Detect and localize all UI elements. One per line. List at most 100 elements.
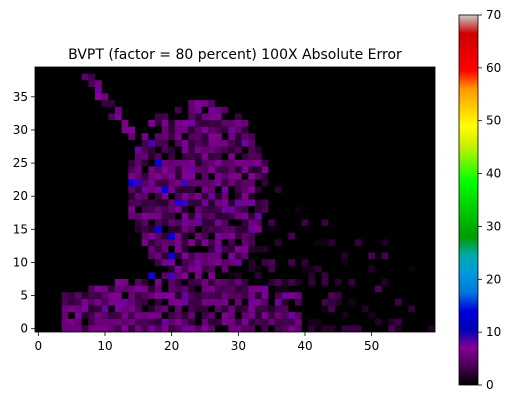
heatmap-cell [128, 133, 136, 140]
heatmap-cell [155, 179, 162, 187]
heatmap-cell [168, 186, 176, 193]
heatmap-cell [288, 279, 296, 286]
heatmap-cell [235, 166, 242, 174]
heatmap-cell [135, 219, 142, 227]
heatmap-cell [135, 192, 142, 200]
heatmap-cell [108, 325, 116, 333]
heatmap-cell [361, 305, 369, 313]
heatmap-cell [235, 232, 242, 240]
heatmap-cell [141, 285, 149, 293]
heatmap-cell [215, 206, 222, 213]
heatmap-cell [81, 325, 89, 333]
heatmap-cell [221, 245, 229, 253]
heatmap-cell [181, 226, 189, 233]
heatmap-cell [141, 325, 149, 333]
heatmap-cell [101, 325, 109, 333]
heatmap-cell [261, 318, 269, 326]
heatmap-cell [195, 272, 202, 280]
heatmap-cell [255, 159, 262, 167]
heatmap-cell [188, 100, 196, 107]
heatmap-cell [101, 292, 109, 299]
heatmap-cell [221, 292, 229, 299]
heatmap-cell [221, 318, 229, 326]
heatmap-cell [135, 285, 142, 293]
heatmap-cell [341, 325, 349, 333]
heatmap-cell [235, 325, 242, 333]
heatmap-cell [248, 153, 256, 160]
heatmap-cell [221, 265, 229, 273]
heatmap-cell [235, 206, 242, 213]
heatmap-cell [268, 312, 276, 319]
heatmap-cell [88, 73, 96, 81]
heatmap-cell [348, 298, 356, 306]
y-tick-label: 30 [13, 123, 28, 137]
heatmap-cell [241, 139, 249, 147]
heatmap-cell [168, 318, 176, 326]
heatmap-cell [88, 318, 96, 326]
colorbar-tick-label: 0 [486, 378, 494, 392]
heatmap-cell [241, 245, 249, 253]
heatmap-cell [181, 292, 189, 299]
heatmap-cell [261, 166, 269, 174]
heatmap-cell [121, 126, 129, 134]
heatmap-cell [141, 192, 149, 200]
heatmap-cell [188, 219, 196, 227]
heatmap-cell [248, 259, 256, 266]
heatmap-cell [168, 179, 176, 187]
heatmap-cell [228, 259, 236, 266]
heatmap-cell [195, 279, 202, 286]
heatmap-cell [221, 179, 229, 187]
heatmap-cell [161, 192, 169, 200]
heatmap-cell [328, 298, 336, 306]
heatmap-cell [281, 312, 289, 319]
heatmap-cell [175, 120, 182, 127]
heatmap-cell [161, 146, 169, 154]
heatmap-cell [248, 305, 256, 313]
heatmap-cell [181, 153, 189, 160]
heatmap-cell [248, 179, 256, 187]
heatmap-cell [61, 318, 69, 326]
heatmap-cell [181, 139, 189, 147]
heatmap-cell [121, 325, 129, 333]
heatmap-cell [255, 186, 262, 193]
heatmap-cell [268, 305, 276, 313]
heatmap-cell [208, 100, 216, 107]
heatmap-cell [135, 173, 142, 180]
heatmap-cell [221, 259, 229, 266]
heatmap-cell [81, 298, 89, 306]
heatmap-cell [261, 199, 269, 207]
heatmap-cell [155, 259, 162, 266]
heatmap-cell [335, 279, 342, 286]
heatmap-cell [188, 153, 196, 160]
heatmap-cell [241, 232, 249, 240]
heatmap-cell [168, 206, 176, 213]
heatmap-cell [208, 186, 216, 193]
heatmap-cell [288, 232, 296, 240]
heatmap-cell [148, 212, 156, 220]
heatmap-cell [288, 318, 296, 326]
heatmap-cell [195, 292, 202, 299]
heatmap-cell [208, 199, 216, 207]
heatmap-cell [135, 312, 142, 319]
heatmap-cell [341, 312, 349, 319]
heatmap-cell [175, 226, 182, 233]
heatmap-cell [101, 285, 109, 293]
heatmap-cell [261, 325, 269, 333]
heatmap-cell [175, 166, 182, 174]
heatmap-cell [95, 285, 102, 293]
heatmap-cell [195, 265, 202, 273]
heatmap-cell [235, 305, 242, 313]
heatmap-cell [155, 279, 162, 286]
heatmap-cell [155, 166, 162, 174]
heatmap-cell [195, 259, 202, 266]
heatmap-cell [115, 298, 122, 306]
heatmap-cell [135, 153, 142, 160]
heatmap-cell [235, 192, 242, 200]
heatmap-cell [115, 312, 122, 319]
heatmap-cell [408, 305, 416, 313]
heatmap-cell [261, 305, 269, 313]
heatmap-cell [215, 298, 222, 306]
heatmap-cell [201, 192, 209, 200]
heatmap-cell [168, 298, 176, 306]
